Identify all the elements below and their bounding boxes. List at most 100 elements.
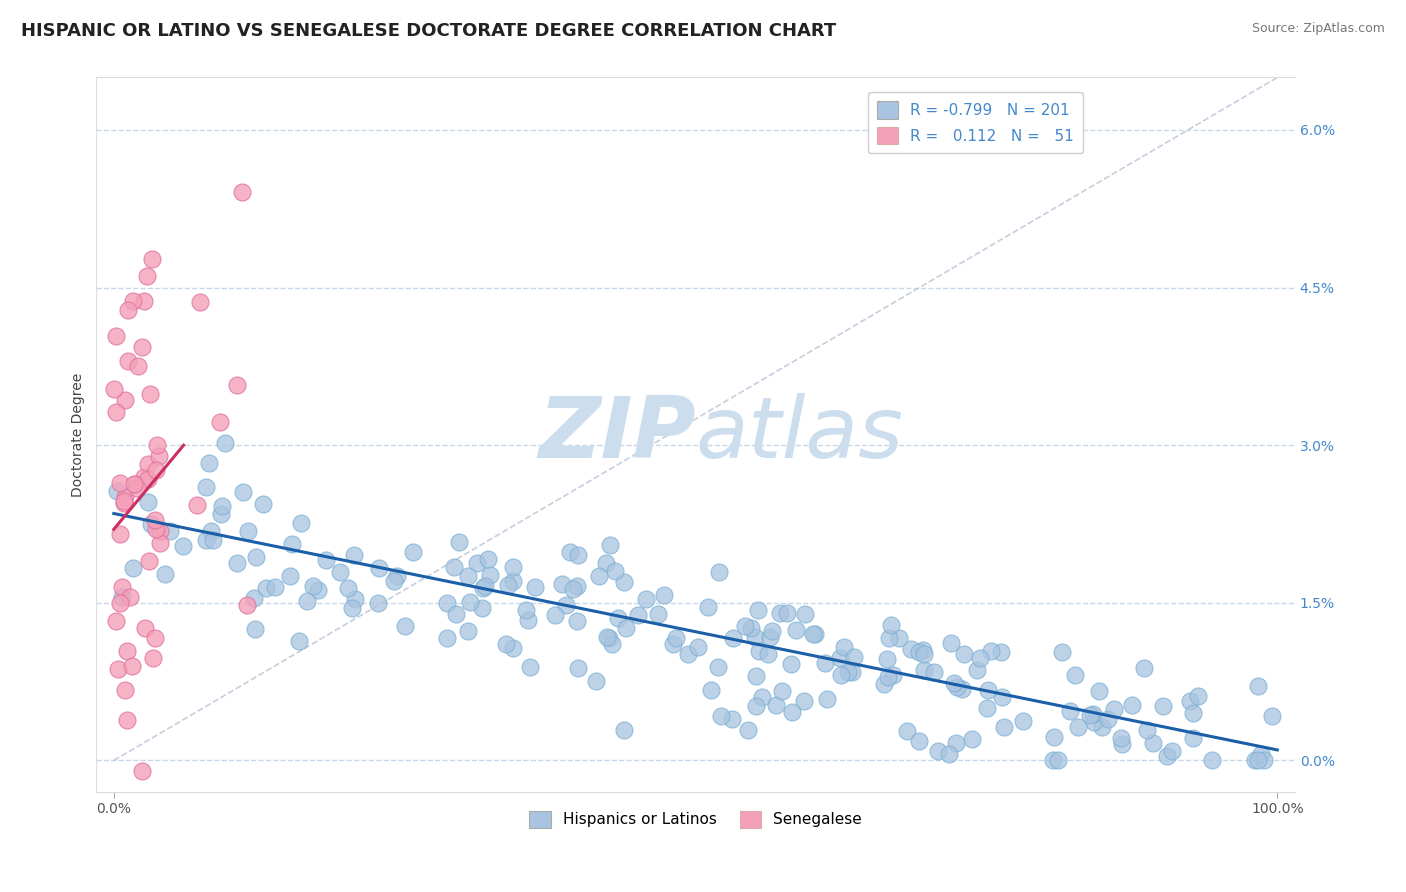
Point (460, 595, 482, 609)
Point (295, 593, 318, 607)
Point (1087, 684, 1109, 698)
Point (613, 574, 636, 589)
Point (114, 490, 136, 504)
Point (922, 665, 945, 679)
Point (598, 631, 620, 645)
Point (1187, 690, 1209, 704)
Point (209, 507, 232, 521)
Point (1083, 714, 1105, 729)
Point (138, 554, 160, 568)
Point (114, 682, 136, 697)
Point (614, 621, 637, 635)
Point (103, 382, 125, 396)
Point (567, 661, 589, 675)
Point (561, 582, 583, 596)
Point (950, 681, 973, 696)
Point (124, 476, 146, 491)
Point (474, 579, 496, 593)
Point (912, 648, 935, 662)
Point (837, 665, 859, 680)
Point (747, 603, 769, 617)
Point (1067, 720, 1090, 734)
Point (502, 641, 524, 656)
Point (329, 566, 352, 580)
Point (585, 674, 607, 689)
Point (751, 690, 773, 704)
Point (226, 556, 249, 570)
Point (496, 578, 519, 592)
Point (344, 591, 367, 606)
Point (142, 651, 165, 665)
Point (945, 680, 967, 694)
Point (1152, 698, 1174, 713)
Point (444, 607, 467, 622)
Point (662, 637, 685, 651)
Point (977, 683, 1000, 698)
Point (315, 553, 337, 567)
Point (263, 580, 285, 594)
Point (1097, 712, 1119, 726)
Point (721, 632, 744, 646)
Point (627, 607, 650, 622)
Point (134, 621, 156, 635)
Point (876, 670, 898, 684)
Point (1182, 731, 1205, 746)
Point (1059, 704, 1081, 718)
Point (558, 545, 581, 559)
Point (969, 650, 991, 665)
Point (449, 534, 471, 549)
Point (1136, 723, 1159, 737)
Point (740, 621, 762, 635)
Point (245, 549, 267, 564)
Point (145, 513, 167, 527)
Point (945, 736, 967, 750)
Point (105, 405, 128, 419)
Point (1050, 645, 1073, 659)
Point (112, 494, 135, 508)
Point (515, 603, 537, 617)
Point (172, 539, 194, 553)
Point (565, 614, 588, 628)
Point (104, 614, 127, 628)
Text: ZIP: ZIP (538, 393, 696, 476)
Point (117, 303, 139, 318)
Point (707, 659, 730, 673)
Point (1047, 754, 1070, 768)
Point (907, 734, 929, 748)
Point (634, 591, 657, 606)
Point (340, 601, 363, 615)
Point (734, 619, 756, 633)
Point (1078, 707, 1101, 722)
Point (387, 568, 409, 582)
Point (780, 705, 803, 719)
Point (141, 252, 163, 266)
Point (112, 496, 135, 510)
Point (131, 340, 153, 354)
Point (1042, 754, 1064, 768)
Point (143, 632, 166, 646)
Point (1011, 714, 1033, 729)
Point (599, 538, 621, 552)
Point (710, 709, 733, 723)
Point (516, 613, 538, 627)
Point (603, 564, 626, 578)
Point (115, 643, 138, 657)
Point (472, 581, 495, 595)
Point (141, 516, 163, 531)
Point (110, 580, 132, 594)
Point (600, 637, 623, 651)
Point (1102, 701, 1125, 715)
Point (502, 574, 524, 589)
Point (108, 475, 131, 490)
Point (842, 650, 865, 665)
Point (912, 643, 935, 657)
Point (523, 580, 546, 594)
Text: HISPANIC OR LATINO VS SENEGALESE DOCTORATE DEGREE CORRELATION CHART: HISPANIC OR LATINO VS SENEGALESE DOCTORA… (21, 22, 837, 40)
Point (198, 456, 221, 470)
Point (1253, 754, 1275, 768)
Point (115, 713, 138, 727)
Point (1121, 698, 1143, 712)
Point (211, 500, 233, 514)
Point (281, 537, 304, 551)
Point (555, 599, 578, 613)
